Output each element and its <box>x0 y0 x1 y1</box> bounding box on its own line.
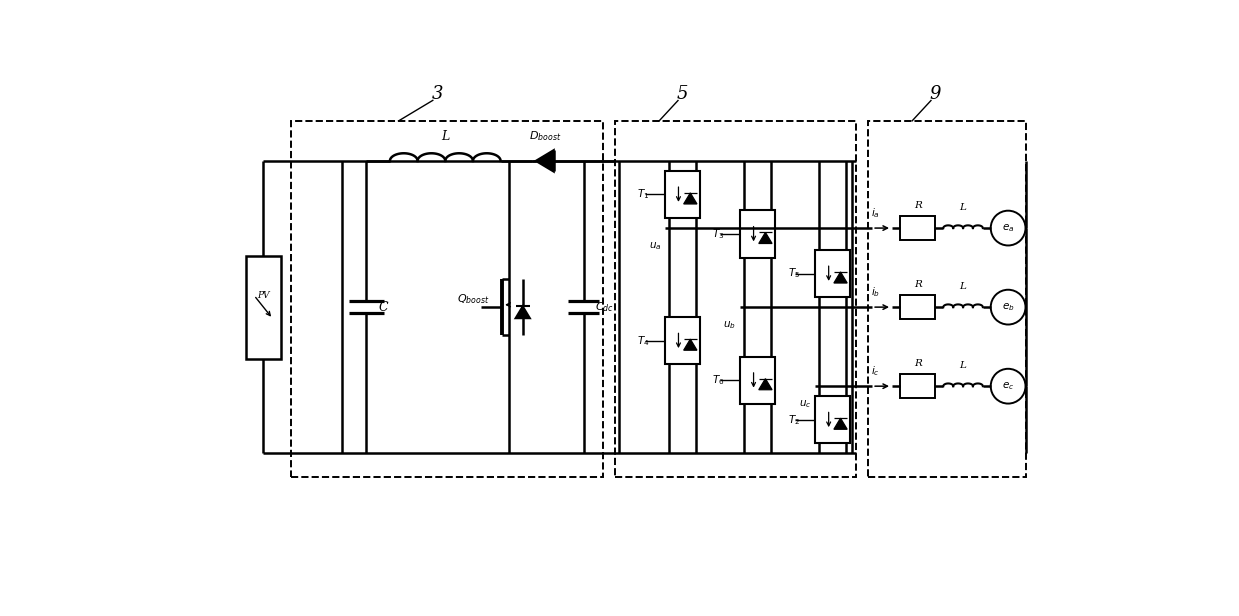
Polygon shape <box>684 193 698 204</box>
Bar <box>900 375 935 398</box>
Text: $T_6$: $T_6$ <box>712 373 725 387</box>
Text: 5: 5 <box>676 84 688 103</box>
Text: R: R <box>913 201 922 210</box>
Bar <box>900 295 935 319</box>
Bar <box>665 171 700 218</box>
Text: L: L <box>960 362 966 370</box>
Bar <box>245 256 281 359</box>
Circle shape <box>991 369 1026 403</box>
Text: $i_a$: $i_a$ <box>871 206 880 220</box>
Text: $T_1$: $T_1$ <box>637 188 649 201</box>
Text: $i_c$: $i_c$ <box>871 365 880 378</box>
Text: $T_5$: $T_5$ <box>788 267 800 280</box>
Text: $Q_{boost}$: $Q_{boost}$ <box>457 293 489 306</box>
Circle shape <box>991 211 1026 245</box>
Text: $e_c$: $e_c$ <box>1002 380 1015 392</box>
Circle shape <box>991 290 1026 325</box>
Polygon shape <box>515 306 530 318</box>
Polygon shape <box>834 272 847 283</box>
Polygon shape <box>834 418 847 429</box>
Text: $u_b$: $u_b$ <box>724 319 736 331</box>
Text: C: C <box>378 301 388 314</box>
Text: $e_b$: $e_b$ <box>1002 301 1015 313</box>
Text: $e_a$: $e_a$ <box>1002 222 1015 234</box>
Bar <box>291 121 603 477</box>
Polygon shape <box>536 150 554 171</box>
Text: L: L <box>441 131 450 144</box>
Bar <box>900 216 935 240</box>
Text: $i_b$: $i_b$ <box>871 285 880 299</box>
Text: $T_3$: $T_3$ <box>712 227 725 241</box>
Text: $C_{dc}$: $C_{dc}$ <box>596 300 615 314</box>
Text: $T_2$: $T_2$ <box>788 413 799 427</box>
Text: 3: 3 <box>431 84 444 103</box>
Text: L: L <box>960 282 966 291</box>
Polygon shape <box>758 379 772 390</box>
Bar <box>740 357 774 404</box>
Polygon shape <box>684 339 698 351</box>
Text: $u_a$: $u_a$ <box>648 240 662 252</box>
Polygon shape <box>758 232 772 243</box>
Bar <box>869 121 1026 477</box>
Text: R: R <box>913 280 922 289</box>
Text: $T_4$: $T_4$ <box>637 334 650 347</box>
Text: 9: 9 <box>929 84 942 103</box>
Bar <box>616 121 856 477</box>
Text: L: L <box>960 203 966 213</box>
Bar <box>815 396 850 444</box>
Bar <box>815 250 850 298</box>
Text: $u_c$: $u_c$ <box>799 398 812 410</box>
Text: $D_{boost}$: $D_{boost}$ <box>529 130 561 144</box>
Text: R: R <box>913 359 922 368</box>
Bar <box>665 317 700 365</box>
Text: PV: PV <box>258 291 270 300</box>
Bar <box>740 210 774 257</box>
